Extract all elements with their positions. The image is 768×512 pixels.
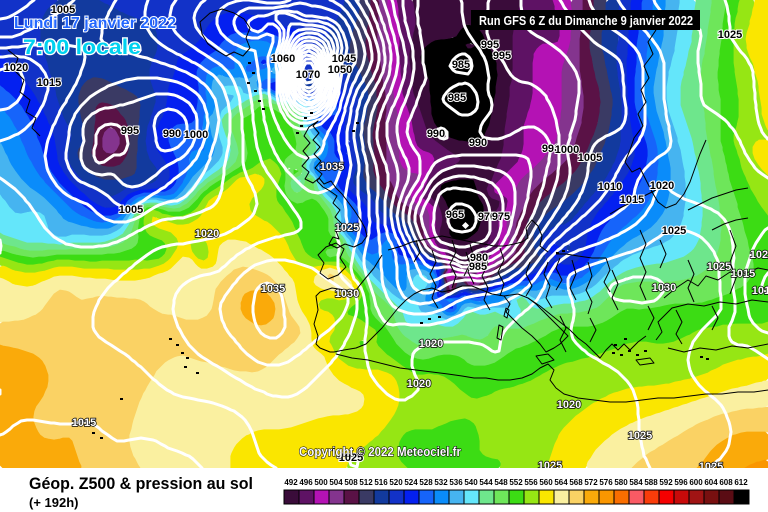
svg-text:1020: 1020 bbox=[407, 378, 431, 390]
svg-text:556: 556 bbox=[524, 478, 538, 487]
svg-text:990: 990 bbox=[542, 143, 560, 155]
svg-text:592: 592 bbox=[659, 478, 673, 487]
svg-text:985: 985 bbox=[452, 59, 470, 71]
svg-text:1030: 1030 bbox=[335, 288, 359, 300]
svg-text:1010: 1010 bbox=[752, 285, 768, 297]
svg-text:1020: 1020 bbox=[650, 180, 674, 192]
svg-text:544: 544 bbox=[479, 478, 493, 487]
svg-text:995: 995 bbox=[481, 39, 499, 51]
svg-text:564: 564 bbox=[554, 478, 568, 487]
svg-text:975: 975 bbox=[492, 211, 510, 223]
svg-text:1000: 1000 bbox=[184, 129, 208, 141]
svg-text:995: 995 bbox=[493, 50, 511, 62]
svg-text:985: 985 bbox=[448, 92, 466, 104]
svg-text:560: 560 bbox=[539, 478, 553, 487]
svg-text:1005: 1005 bbox=[578, 152, 602, 164]
svg-text:980: 980 bbox=[470, 252, 488, 264]
svg-text:532: 532 bbox=[434, 478, 448, 487]
svg-text:985: 985 bbox=[469, 261, 487, 273]
svg-text:1025: 1025 bbox=[718, 29, 742, 41]
svg-text:540: 540 bbox=[464, 478, 478, 487]
svg-text:584: 584 bbox=[629, 478, 643, 487]
svg-text:995: 995 bbox=[121, 125, 139, 137]
svg-text:1015: 1015 bbox=[731, 268, 755, 280]
svg-text:588: 588 bbox=[644, 478, 658, 487]
svg-text:1025: 1025 bbox=[662, 225, 686, 237]
svg-text:524: 524 bbox=[404, 478, 418, 487]
svg-text:1045: 1045 bbox=[332, 53, 356, 65]
svg-text:492: 492 bbox=[284, 478, 298, 487]
svg-text:548: 548 bbox=[494, 478, 508, 487]
svg-text:604: 604 bbox=[704, 478, 718, 487]
svg-text:1020: 1020 bbox=[195, 228, 219, 240]
svg-text:970: 970 bbox=[478, 211, 496, 223]
svg-text:496: 496 bbox=[299, 478, 313, 487]
svg-text:(+ 192h): (+ 192h) bbox=[29, 495, 79, 510]
svg-text:1020: 1020 bbox=[750, 249, 768, 261]
svg-text:1010: 1010 bbox=[598, 181, 622, 193]
svg-text:1005: 1005 bbox=[51, 4, 75, 16]
svg-text:Géop. Z500 & pression au sol: Géop. Z500 & pression au sol bbox=[29, 474, 253, 493]
svg-text:1015: 1015 bbox=[620, 194, 644, 206]
svg-text:504: 504 bbox=[329, 478, 343, 487]
svg-text:Lundi 17 janvier 2022: Lundi 17 janvier 2022 bbox=[14, 15, 176, 32]
svg-text:512: 512 bbox=[359, 478, 373, 487]
svg-text:965: 965 bbox=[446, 209, 464, 221]
svg-text:568: 568 bbox=[569, 478, 583, 487]
svg-text:580: 580 bbox=[614, 478, 628, 487]
svg-text:1030: 1030 bbox=[652, 282, 676, 294]
svg-text:1060: 1060 bbox=[271, 53, 295, 65]
svg-text:1025: 1025 bbox=[339, 452, 363, 464]
svg-text:1035: 1035 bbox=[261, 283, 285, 295]
svg-text:528: 528 bbox=[419, 478, 433, 487]
svg-text:990: 990 bbox=[469, 137, 487, 149]
svg-text:536: 536 bbox=[449, 478, 463, 487]
svg-text:1070: 1070 bbox=[296, 69, 320, 81]
svg-text:572: 572 bbox=[584, 478, 598, 487]
svg-text:612: 612 bbox=[734, 478, 748, 487]
svg-text:7:00 locale: 7:00 locale bbox=[23, 36, 141, 59]
svg-text:552: 552 bbox=[509, 478, 523, 487]
svg-text:1020: 1020 bbox=[557, 399, 581, 411]
svg-text:1025: 1025 bbox=[628, 430, 652, 442]
svg-text:1020: 1020 bbox=[4, 62, 28, 74]
svg-text:Run GFS 6 Z du Dimanche 9 janv: Run GFS 6 Z du Dimanche 9 janvier 2022 bbox=[479, 13, 693, 28]
svg-text:520: 520 bbox=[389, 478, 403, 487]
svg-text:508: 508 bbox=[344, 478, 358, 487]
svg-text:500: 500 bbox=[314, 478, 328, 487]
svg-text:1025: 1025 bbox=[707, 261, 731, 273]
svg-text:990: 990 bbox=[163, 128, 181, 140]
svg-text:576: 576 bbox=[599, 478, 613, 487]
svg-text:Copyright © 2022 Meteociel.fr: Copyright © 2022 Meteociel.fr bbox=[299, 444, 461, 459]
svg-text:1050: 1050 bbox=[328, 64, 352, 76]
svg-text:1035: 1035 bbox=[320, 161, 344, 173]
svg-text:596: 596 bbox=[674, 478, 688, 487]
svg-text:990: 990 bbox=[427, 128, 445, 140]
svg-text:516: 516 bbox=[374, 478, 388, 487]
svg-text:1020: 1020 bbox=[419, 338, 443, 350]
svg-text:1000: 1000 bbox=[555, 144, 579, 156]
svg-text:1015: 1015 bbox=[37, 77, 61, 89]
svg-text:600: 600 bbox=[689, 478, 703, 487]
svg-text:1015: 1015 bbox=[72, 417, 96, 429]
svg-text:608: 608 bbox=[719, 478, 733, 487]
svg-text:1005: 1005 bbox=[119, 204, 143, 216]
svg-text:1025: 1025 bbox=[335, 222, 359, 234]
